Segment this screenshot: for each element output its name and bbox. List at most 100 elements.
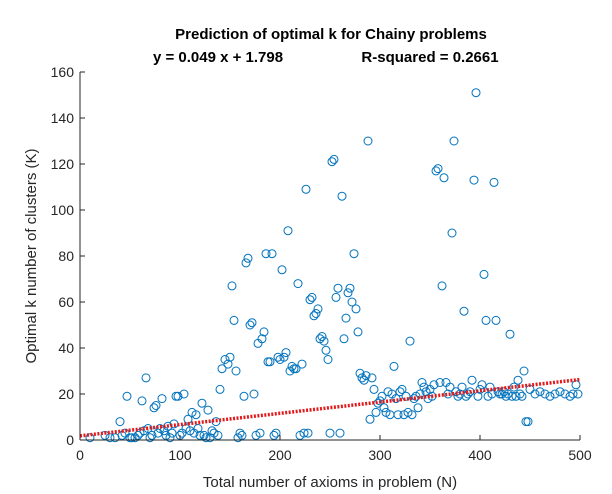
data-point <box>265 357 275 367</box>
data-point <box>299 428 309 438</box>
data-point <box>133 430 143 440</box>
y-tick-label: 100 <box>51 202 75 218</box>
data-point <box>261 249 271 259</box>
x-ticks: 0 100 200 300 400 500 <box>76 435 592 463</box>
data-point <box>323 355 333 364</box>
data-point <box>397 384 407 394</box>
y-tick-label: 40 <box>58 340 74 356</box>
data-point <box>249 389 259 399</box>
data-point <box>361 371 371 381</box>
data-point <box>269 430 279 440</box>
data-point <box>550 389 560 399</box>
data-point <box>317 332 327 341</box>
data-point <box>277 265 287 275</box>
y-axis-label: Optimal k number of clusters (K) <box>23 148 40 363</box>
data-point <box>305 295 315 305</box>
x-tick-label: 500 <box>568 447 592 463</box>
data-point <box>560 389 570 399</box>
scatter-points <box>85 88 583 443</box>
data-point <box>165 433 175 443</box>
data-point <box>325 428 335 438</box>
data-point <box>273 352 283 362</box>
data-point <box>377 391 387 401</box>
data-point <box>439 173 449 183</box>
data-point <box>417 378 427 387</box>
data-point <box>545 391 555 401</box>
chart-title: Prediction of optimal k for Chainy probl… <box>175 26 487 43</box>
data-point <box>281 348 291 358</box>
data-point <box>171 391 181 401</box>
data-point <box>145 433 155 443</box>
data-point <box>297 359 307 369</box>
data-point <box>167 428 177 438</box>
data-point <box>151 401 161 410</box>
data-point <box>339 334 349 344</box>
data-point <box>571 380 581 390</box>
data-point <box>477 380 487 390</box>
data-point <box>509 382 519 392</box>
data-point <box>540 389 550 399</box>
data-point <box>130 433 140 443</box>
data-point <box>355 368 365 378</box>
data-point <box>471 88 481 98</box>
data-point <box>449 136 459 146</box>
data-point <box>215 384 225 394</box>
data-point <box>351 304 361 314</box>
data-point <box>443 389 453 399</box>
data-point <box>199 430 209 440</box>
data-point <box>555 387 565 397</box>
x-tick-label: 200 <box>268 447 292 463</box>
data-point <box>489 177 499 187</box>
x-tick-label: 400 <box>468 447 492 463</box>
data-point <box>279 352 289 362</box>
data-point <box>349 249 359 259</box>
data-point <box>405 336 415 346</box>
x-tick-label: 0 <box>76 447 84 463</box>
data-point <box>313 304 323 314</box>
data-point <box>263 357 273 367</box>
data-point <box>227 281 237 291</box>
data-point <box>245 320 255 330</box>
y-tick-label: 20 <box>58 386 74 402</box>
data-point <box>501 391 511 401</box>
data-point <box>203 405 213 415</box>
data-point <box>243 253 253 263</box>
data-point <box>343 288 353 298</box>
data-point <box>293 279 303 289</box>
data-point <box>257 334 267 344</box>
data-point <box>565 391 575 401</box>
data-point <box>127 433 137 443</box>
data-point <box>517 391 527 401</box>
data-point <box>115 417 125 427</box>
data-point <box>429 380 439 390</box>
data-point <box>401 391 411 401</box>
data-point <box>120 428 130 438</box>
data-point <box>530 389 540 399</box>
data-point <box>447 228 457 238</box>
data-point <box>445 382 455 392</box>
data-point <box>225 352 235 362</box>
x-tick-label: 100 <box>168 447 192 463</box>
data-point <box>153 428 163 438</box>
y-ticks: 0 20 40 60 80 100 120 140 160 <box>51 64 85 448</box>
data-point <box>147 430 157 440</box>
data-point <box>157 394 167 404</box>
data-point <box>241 258 251 268</box>
data-point <box>267 249 277 259</box>
data-point <box>179 389 189 399</box>
data-point <box>431 166 441 176</box>
data-point <box>435 378 445 387</box>
data-point <box>507 391 517 401</box>
data-point <box>271 428 281 438</box>
data-point <box>231 366 241 376</box>
data-point <box>568 389 578 399</box>
data-point <box>337 191 347 201</box>
data-point <box>223 359 233 369</box>
data-point <box>415 389 425 399</box>
data-point <box>237 430 247 440</box>
data-point <box>229 315 239 325</box>
data-point <box>137 396 147 406</box>
data-point <box>341 313 351 323</box>
data-point <box>235 428 245 438</box>
